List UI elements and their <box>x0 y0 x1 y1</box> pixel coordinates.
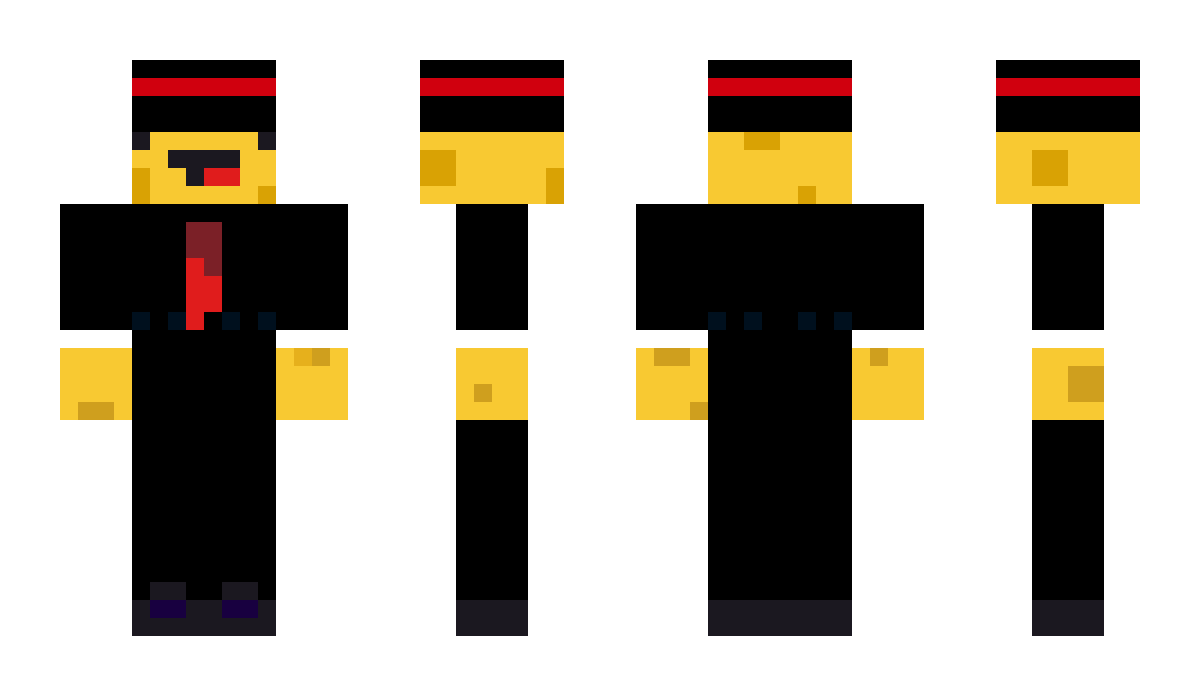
suit-back <box>636 204 924 330</box>
eye-corner <box>132 132 150 150</box>
button <box>168 312 186 330</box>
arm-sleeve <box>1032 204 1104 330</box>
hat <box>996 60 1140 132</box>
tie-knot <box>204 258 222 276</box>
mouth <box>186 168 204 186</box>
button <box>834 312 852 330</box>
button <box>798 312 816 330</box>
face-shade <box>420 150 456 186</box>
face <box>708 132 852 204</box>
face-shade <box>546 168 564 204</box>
head-shade <box>744 132 780 150</box>
button <box>744 312 762 330</box>
hat <box>420 60 564 132</box>
shoe-accent <box>222 600 258 618</box>
shoe-top <box>222 582 258 600</box>
leg <box>456 420 528 600</box>
hand-shade <box>312 348 330 366</box>
hat-band <box>420 78 564 96</box>
eye-corner <box>258 132 276 150</box>
face-shade <box>258 186 276 204</box>
hat <box>132 60 276 132</box>
tie <box>186 312 204 330</box>
face <box>996 132 1140 204</box>
hat-band <box>996 78 1140 96</box>
tie-knot <box>186 222 222 258</box>
button <box>132 312 150 330</box>
right-hand <box>852 348 924 420</box>
tongue <box>204 168 240 186</box>
hand-shade <box>654 348 690 366</box>
hand-shade <box>690 402 708 420</box>
shoes <box>708 600 852 636</box>
arm-sleeve <box>456 204 528 330</box>
hand-highlight <box>294 348 312 366</box>
face-shade <box>132 168 150 204</box>
tie <box>186 258 204 276</box>
hand-shade <box>870 348 888 366</box>
button <box>708 312 726 330</box>
hand <box>456 348 528 420</box>
shoe-top <box>150 582 186 600</box>
button <box>222 312 240 330</box>
hat-band <box>132 78 276 96</box>
sunglasses <box>168 150 240 168</box>
hat <box>708 60 852 132</box>
hand-shade <box>1068 366 1104 402</box>
shoe <box>1032 600 1104 636</box>
leg <box>1032 420 1104 600</box>
shoe-accent <box>150 600 186 618</box>
head-shade <box>798 186 816 204</box>
shoe <box>456 600 528 636</box>
button <box>258 312 276 330</box>
hat-band <box>708 78 852 96</box>
hand-shade <box>78 402 114 420</box>
hand-shade <box>474 384 492 402</box>
face-shade <box>1032 150 1068 186</box>
tie <box>186 276 222 312</box>
legs <box>708 330 852 600</box>
